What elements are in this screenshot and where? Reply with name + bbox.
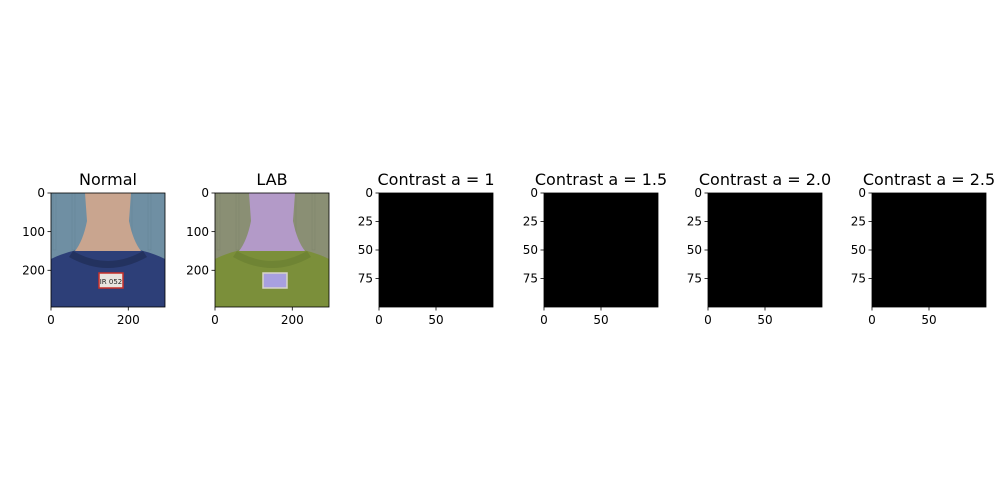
image-number-tag: [262, 272, 288, 289]
axes-frame: [214, 192, 330, 308]
x-tick-label: 50: [757, 313, 772, 327]
y-tick-label: 50: [358, 243, 373, 257]
image-collar: [233, 251, 311, 268]
image-collar: [69, 251, 147, 268]
image-background-streak: [52, 192, 57, 251]
subplot-panel: Normal IR 052 0 200 0 100 200: [22, 170, 166, 327]
x-tick-label: 50: [593, 313, 608, 327]
y-tick-label: 75: [851, 272, 866, 286]
x-tick-label: 200: [281, 313, 304, 327]
y-tick-label: 0: [201, 186, 209, 200]
y-tick-label: 100: [22, 225, 45, 239]
y-tick-label: 0: [858, 186, 866, 200]
x-tick-label: 0: [47, 313, 55, 327]
x-tick-label: 50: [921, 313, 936, 327]
subplot-title: LAB: [256, 170, 287, 189]
image-neck: [75, 193, 141, 251]
subplot-panel: LAB 0 200 0 100 200: [186, 170, 330, 327]
subplot-title: Contrast a = 1: [377, 170, 494, 189]
black-image: [379, 193, 493, 307]
black-image: [708, 193, 822, 307]
y-tick-label: 50: [851, 243, 866, 257]
y-tick-label: 50: [687, 243, 702, 257]
x-tick-label: 0: [868, 313, 876, 327]
x-tick-label: 0: [211, 313, 219, 327]
x-tick-label: 0: [375, 313, 383, 327]
image-background-streak: [71, 192, 76, 251]
image-number-tag: [98, 272, 124, 289]
subplot-title: Contrast a = 2.0: [699, 170, 831, 189]
y-tick-label: 75: [687, 272, 702, 286]
y-tick-label: 100: [186, 225, 209, 239]
x-tick-label: 50: [428, 313, 443, 327]
image-background-streak: [235, 192, 240, 251]
subplot-panel: Contrast a = 1 0 50 0 25 50 75: [358, 170, 495, 327]
y-tick-label: 50: [523, 243, 538, 257]
y-tick-label: 25: [851, 215, 866, 229]
subplot-title: Normal: [79, 170, 137, 189]
x-tick-label: 0: [540, 313, 548, 327]
image-background-streak: [216, 192, 221, 251]
image-neck: [239, 193, 305, 251]
x-tick-label: 0: [704, 313, 712, 327]
y-tick-label: 0: [694, 186, 702, 200]
y-tick-label: 75: [523, 272, 538, 286]
y-tick-label: 0: [530, 186, 538, 200]
y-tick-label: 0: [365, 186, 373, 200]
subplot-title: Contrast a = 2.5: [863, 170, 995, 189]
black-image: [872, 193, 986, 307]
axes-frame: [50, 192, 166, 308]
y-tick-label: 200: [22, 263, 45, 277]
image-background-streak: [311, 192, 316, 251]
y-tick-label: 0: [37, 186, 45, 200]
image-tag-text: IR 052: [100, 278, 123, 286]
y-tick-label: 25: [523, 215, 538, 229]
x-tick-label: 200: [117, 313, 140, 327]
black-image: [544, 193, 658, 307]
image-background-streak: [147, 192, 152, 251]
subplot-title: Contrast a = 1.5: [535, 170, 667, 189]
y-tick-label: 75: [358, 272, 373, 286]
y-tick-label: 200: [186, 263, 209, 277]
y-tick-label: 25: [358, 215, 373, 229]
y-tick-label: 25: [687, 215, 702, 229]
